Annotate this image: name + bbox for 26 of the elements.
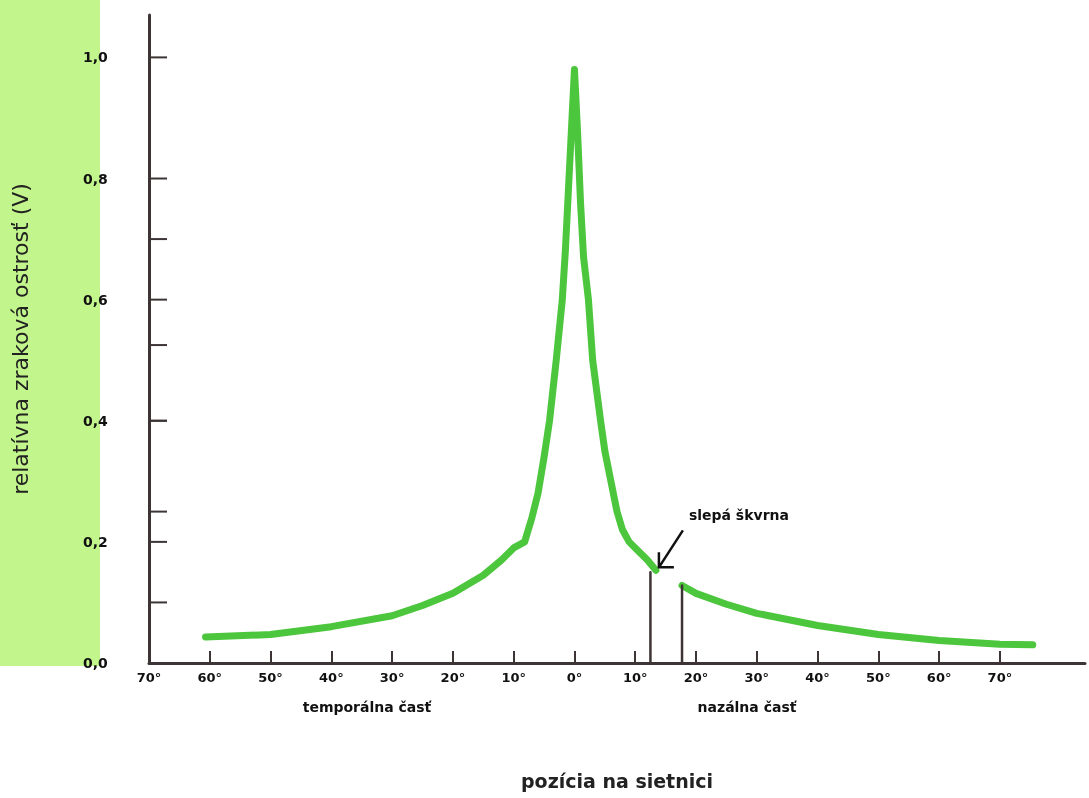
x-tick-label: 40° <box>319 670 344 685</box>
x-tick-label: 10° <box>501 670 526 685</box>
x-tick-label: 40° <box>805 670 830 685</box>
text: nazálna časť <box>697 699 798 715</box>
y-tick-label: 0,8 <box>83 170 108 187</box>
y-tick-label: 1,0 <box>83 49 109 66</box>
x-tick-label: 20° <box>683 670 709 685</box>
x-axis-title: pozícia na sietnici <box>520 769 714 792</box>
x-tick-label: 70° <box>987 670 1013 685</box>
x-tick-label: 30° <box>744 670 770 685</box>
y-tick-label: 0,6 <box>83 291 108 308</box>
x-tick-label: 50° <box>866 670 891 685</box>
text: temporálna časť <box>302 699 433 715</box>
x-tick-label: 50° <box>258 670 283 685</box>
y-tick-label: 0,4 <box>83 412 109 429</box>
x-tick-label: 20° <box>440 670 466 685</box>
annotation: slepá škvrna <box>688 507 789 524</box>
x-tick-label: 60° <box>197 670 223 685</box>
x-tick-label: 0° <box>566 670 583 685</box>
y-axis-title: relatívna zraková ostrosť (V) <box>7 183 33 495</box>
x-tick-label: 60° <box>926 670 952 685</box>
x-tick-label: 30° <box>379 670 405 685</box>
y-tick-label: 0,2 <box>83 533 108 550</box>
y-tick-label: 0,0 <box>83 655 109 671</box>
x-tick-label: 10° <box>622 670 648 685</box>
x-tick-label: 70° <box>136 670 162 685</box>
